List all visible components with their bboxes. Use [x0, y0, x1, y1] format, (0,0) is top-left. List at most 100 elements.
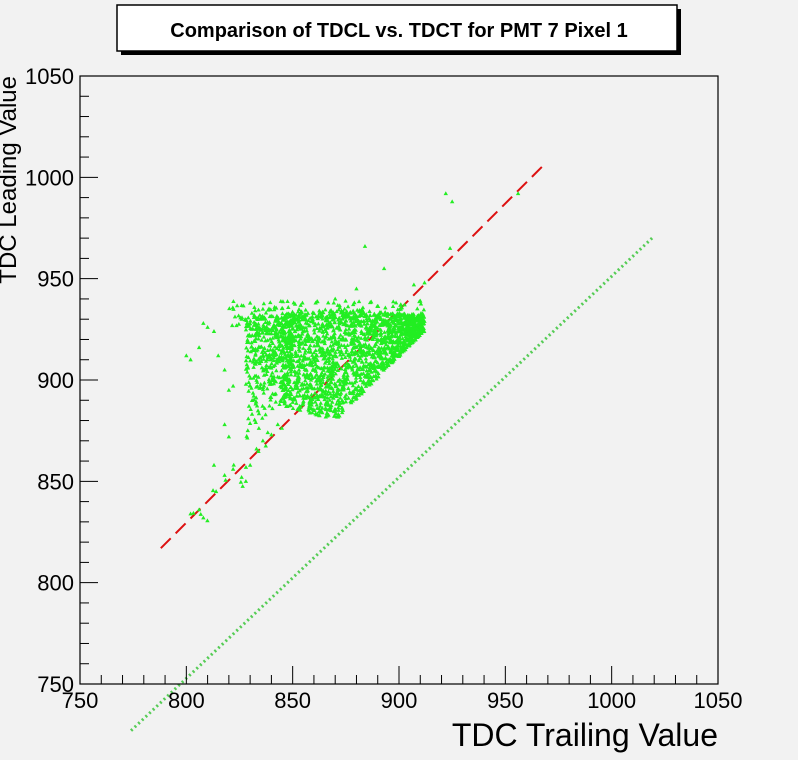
data-point	[377, 310, 383, 314]
data-point	[334, 354, 339, 359]
data-point	[299, 309, 305, 314]
data-point	[253, 326, 258, 331]
data-point	[326, 401, 331, 406]
data-point	[274, 360, 280, 365]
data-point	[359, 366, 365, 371]
data-point	[304, 385, 309, 390]
data-point	[359, 359, 365, 364]
data-point	[373, 320, 378, 325]
data-point	[354, 373, 360, 377]
data-point	[312, 337, 318, 342]
data-point	[330, 386, 335, 391]
data-point	[351, 370, 356, 375]
data-point	[344, 331, 350, 336]
data-point	[329, 346, 335, 351]
data-point	[271, 358, 277, 363]
data-point	[362, 243, 368, 248]
data-point	[295, 385, 300, 390]
data-point	[254, 446, 259, 451]
data-point	[344, 323, 349, 328]
data-point	[315, 316, 321, 321]
data-point	[316, 406, 322, 411]
data-point	[284, 358, 289, 363]
data-point	[373, 316, 379, 321]
data-point	[335, 303, 341, 307]
data-point	[305, 331, 310, 336]
data-point	[397, 349, 403, 354]
data-point	[243, 381, 249, 386]
data-point	[330, 399, 335, 404]
data-point	[385, 357, 391, 362]
data-point	[316, 321, 321, 326]
y-tick-label: 800	[37, 571, 74, 596]
data-point	[256, 449, 261, 453]
data-point	[342, 320, 347, 325]
data-point	[289, 340, 294, 345]
data-point	[286, 324, 291, 329]
data-point	[284, 349, 290, 354]
data-point	[257, 325, 262, 330]
data-point	[254, 378, 259, 382]
data-point	[267, 381, 273, 386]
data-point	[272, 362, 278, 367]
data-point	[343, 327, 349, 332]
data-point	[327, 397, 332, 402]
data-point	[302, 378, 308, 383]
data-point	[369, 346, 374, 350]
data-point	[320, 321, 325, 326]
data-point	[279, 425, 285, 430]
data-point	[264, 324, 269, 329]
data-point	[336, 307, 341, 312]
data-point	[267, 331, 272, 336]
data-point	[302, 366, 308, 371]
data-point	[321, 364, 327, 369]
data-point	[381, 266, 387, 271]
data-point	[367, 381, 372, 386]
data-point	[284, 343, 289, 348]
data-point	[341, 372, 346, 377]
data-point	[375, 349, 380, 354]
data-point	[261, 390, 266, 395]
data-point	[253, 315, 258, 319]
data-point	[293, 323, 299, 328]
data-point	[291, 300, 296, 305]
data-point	[319, 366, 325, 371]
data-point	[347, 380, 353, 385]
data-point	[322, 341, 328, 346]
data-point	[251, 348, 256, 353]
data-point	[387, 324, 393, 329]
data-point	[348, 318, 354, 323]
data-point	[299, 340, 304, 345]
data-point	[249, 310, 255, 315]
data-point	[335, 391, 341, 396]
data-point	[356, 339, 362, 344]
data-point	[278, 350, 284, 355]
data-point	[305, 356, 310, 361]
data-point	[416, 330, 421, 334]
data-point	[396, 326, 401, 330]
data-point	[211, 329, 217, 333]
data-point	[355, 391, 360, 396]
data-point	[248, 349, 254, 354]
data-point	[364, 324, 369, 329]
data-point	[266, 377, 272, 382]
data-point	[249, 340, 254, 345]
data-point	[304, 362, 309, 367]
data-point	[333, 340, 339, 345]
data-point	[328, 320, 333, 325]
data-point	[387, 326, 393, 331]
data-point	[377, 350, 382, 355]
data-point	[244, 369, 250, 374]
data-point	[265, 369, 270, 374]
data-point	[301, 353, 307, 358]
data-point	[309, 336, 314, 341]
data-point	[419, 325, 424, 330]
data-point	[313, 348, 318, 353]
data-point	[356, 353, 361, 358]
data-point	[364, 350, 370, 354]
data-point	[253, 399, 259, 404]
data-point	[226, 434, 232, 439]
data-point	[369, 354, 375, 359]
data-point	[232, 314, 238, 319]
x-tick-label: 1050	[694, 688, 743, 713]
